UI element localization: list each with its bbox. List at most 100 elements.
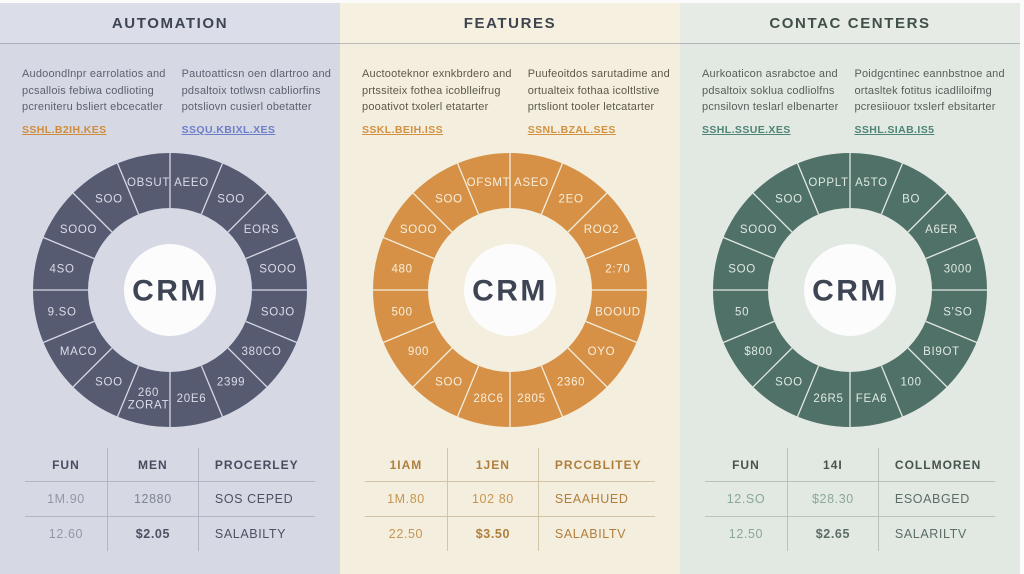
paragraph-line: ortualteix fothaa icoltlstive <box>527 84 660 97</box>
segment-label: 3000 <box>944 264 972 276</box>
columns-container: AUTOMATION Audoondlnpr earrolatios and pc… <box>0 3 1020 574</box>
paragraph-link[interactable]: SSHL.SIAB.IS5 <box>854 123 935 136</box>
paragraphs: Audoondlnpr earrolatios and pcsallois feb… <box>0 44 340 138</box>
paragraph-line: pdsaltoix soklua codliolfns <box>702 84 835 97</box>
segment-label: SOOO <box>400 224 437 236</box>
segment-label: 900 <box>408 346 429 358</box>
table-cell: $3.50 <box>446 516 539 552</box>
paragraph-line: pcnsilovn teslarl elbenarter <box>702 101 839 113</box>
paragraph-line: potsliovn cusierl obetatter <box>181 101 312 113</box>
table-cell: $2.65 <box>786 516 879 552</box>
donut-center-circle <box>804 244 896 337</box>
segment-divider <box>42 321 95 344</box>
table-row: 12.50 $2.65 SALARILTV <box>705 516 995 552</box>
segment-divider <box>200 365 224 418</box>
table-header-cell: 1IAM <box>389 458 423 473</box>
segment-label: SOO <box>775 377 803 389</box>
donut-chart: A5TO BO A6ER 3000 S'SO BI9OT 100 FEA6 26R5 SOO $80… <box>712 152 988 428</box>
segment-divider <box>382 237 435 260</box>
segment-divider <box>540 365 564 418</box>
segment-divider <box>585 237 638 260</box>
segment-divider <box>907 192 948 233</box>
segment-label: 4SO <box>50 264 75 276</box>
paragraph-line: pcreniteru bsliert ebcecatler <box>22 101 163 113</box>
table-header-cell: PRCCBLITEY <box>537 448 655 482</box>
paragraphs: Aurkoaticon asrabctoe and pdsaltoix soklu… <box>680 44 1020 138</box>
segment-divider <box>412 192 453 233</box>
segment-label: BOOUD <box>595 307 641 319</box>
table-row: 22.50 $3.50 SALABILTV <box>365 516 655 552</box>
stats-table: FUN MEN PROCERLEY 1M.90 12880 SOS CEPED 12.60… <box>25 448 315 552</box>
paragraph-line: Pautoatticsn oen dlartroo and <box>181 68 332 80</box>
paragraph-link[interactable]: SSHL.B2IH.KES <box>22 123 107 136</box>
table-cell: 12.50 <box>705 516 788 552</box>
table-row: 1M.80 102 80 SEAAHUED <box>365 481 655 517</box>
paragraph-link[interactable]: SSHL.SSUE.XES <box>702 123 791 136</box>
segment-divider <box>42 237 95 260</box>
donut-chart-wrap: AEEO SOO EORS SOOO SOJO 380CO 2399 20E6 260 ZORAT… <box>0 144 340 436</box>
table-header-cell: PROCERLEY <box>197 448 315 482</box>
segment-divider <box>227 192 268 233</box>
segment-divider <box>200 162 224 215</box>
segment-divider <box>116 162 140 215</box>
paragraph-link[interactable]: SSKL.BEIH.ISS <box>362 123 444 136</box>
description-paragraph-2: Pautoatticsn oen dlartroo and pdsaltoix t… <box>182 66 332 138</box>
column-features: FEATURES Auctooteknor exnkbrdero and prts… <box>340 3 680 574</box>
stats-table: FUN 14I COLLMOREN 12.SO $28.30 ESOABGED 12.50… <box>705 448 995 552</box>
paragraph-link[interactable]: SSNL.BZAL.SES <box>527 123 616 136</box>
segment-label: AEEO <box>174 177 209 189</box>
segment-label: SOO <box>435 194 463 206</box>
table-cell: $2.05 <box>106 516 199 552</box>
table-cell: 12.60 <box>25 516 108 552</box>
segment-label: 480 <box>391 264 412 276</box>
table-row: 12.60 $2.05 SALABILTY <box>25 516 315 552</box>
description-paragraph-2: Poidgcntinec eannbstnoe and ortasltek fot… <box>854 66 1004 138</box>
segment-divider <box>72 347 113 388</box>
segment-label: SOO <box>95 194 123 206</box>
segment-label: SOO <box>95 377 123 389</box>
donut-chart-wrap: A5TO BO A6ER 3000 S'SO BI9OT 100 FEA6 26R5 SOO $80… <box>680 144 1020 436</box>
segment-divider <box>456 162 480 215</box>
segment-label: 26R5 <box>813 393 843 405</box>
segment-label: 9.SO <box>48 307 77 319</box>
chart-center-label: CRM <box>472 275 548 308</box>
stats-table-body: 1M.90 12880 SOS CEPED 12.60 $2.05 SALABILTY <box>25 481 315 552</box>
table-cell: SALABILTY <box>197 516 315 552</box>
segment-label: SOOO <box>740 224 777 236</box>
paragraph-link[interactable]: SSQU.KBIXL.XES <box>181 123 276 136</box>
segment-label: 100 <box>900 377 921 389</box>
table-cell: 12.SO <box>705 481 788 517</box>
table-header-cell: MEN <box>106 448 199 482</box>
table-cell: $28.30 <box>786 481 879 517</box>
segment-label: 260 ZORAT <box>128 387 170 411</box>
segment-divider <box>245 321 298 344</box>
segment-label: 2EO <box>559 194 584 206</box>
column-header: CONTAC CENTERS <box>680 3 1020 44</box>
segment-label: SOOO <box>60 224 97 236</box>
paragraph-line: Auctooteknor exnkbrdero and <box>362 68 512 80</box>
segment-divider <box>796 365 820 418</box>
segment-label: A5TO <box>855 177 888 189</box>
segment-divider <box>116 365 140 418</box>
segment-divider <box>567 192 608 233</box>
segment-label: SOOO <box>259 264 296 276</box>
column-title: AUTOMATION <box>111 14 229 32</box>
segment-divider <box>72 192 113 233</box>
table-cell: 12880 <box>106 481 199 517</box>
paragraph-line: prtsliont tooler letcatarter <box>527 101 655 113</box>
segment-label: ASEO <box>514 177 549 189</box>
paragraph-line: ortasltek fotitus icadliloifmg <box>854 84 992 97</box>
segment-label: MACO <box>60 346 97 358</box>
donut-chart: ASEO 2EO ROO2 2:70 BOOUD OYO 2360 2805 28C6 SOO 90… <box>372 152 648 428</box>
paragraph-line: Poidgcntinec eannbstnoe and <box>854 68 1005 80</box>
segment-divider <box>925 237 978 260</box>
segment-divider <box>722 321 775 344</box>
segment-label: 500 <box>391 307 412 319</box>
segment-label: 2805 <box>517 393 545 405</box>
table-cell: 1M.90 <box>25 481 108 517</box>
segment-label: $800 <box>744 346 772 358</box>
stats-table-head: FUN MEN PROCERLEY <box>25 448 315 482</box>
table-row: 1M.90 12880 SOS CEPED <box>25 481 315 517</box>
segment-divider <box>796 162 820 215</box>
segment-divider <box>722 237 775 260</box>
